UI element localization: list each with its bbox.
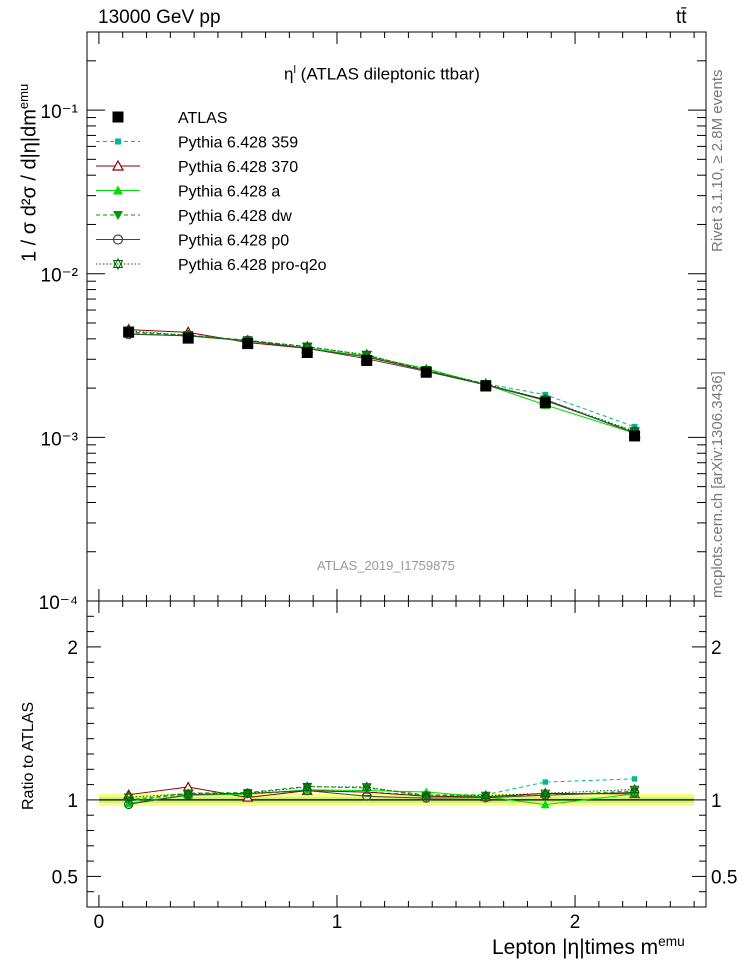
x-tick-label: 2 xyxy=(570,912,581,933)
ratio-line-pythia-6-428-pro-q2o xyxy=(128,786,635,798)
ratio-tick-label-right: 0.5 xyxy=(711,867,737,888)
y-tick-label: 10⁻⁴ xyxy=(39,593,78,614)
point-atlas xyxy=(420,366,432,378)
ratio-plot-frame xyxy=(86,600,707,908)
ratio-line-pythia-6-428-p0 xyxy=(128,790,635,805)
series-line-pythia-6-428-a xyxy=(128,333,635,434)
analysis-reference: ATLAS_2019_I1759875 xyxy=(317,558,455,573)
ratio-point-pythia-6-428-pro-q2o xyxy=(480,789,491,802)
series-line-pythia-6-428-pro-q2o xyxy=(128,330,635,432)
ratio-point-pythia-6-428-a xyxy=(540,800,550,809)
legend-marker-pythia-6-428-p0 xyxy=(112,234,124,245)
x-tick-label: 0 xyxy=(94,912,105,933)
ratio-point-pythia-6-428-359 xyxy=(542,779,548,785)
ratio-point-pythia-6-428-p0 xyxy=(540,790,550,800)
point-atlas xyxy=(539,397,551,409)
x-tick-label: 1 xyxy=(332,912,343,933)
ratio-point-pythia-6-428-pro-q2o xyxy=(540,787,551,799)
ratio-point-pythia-6-428-359 xyxy=(631,776,638,782)
legend-marker-pythia-6-428-pro-q2o xyxy=(112,257,124,271)
ratio-point-pythia-6-428-pro-q2o xyxy=(302,781,313,793)
ratio-point-pythia-6-428-pro-q2o xyxy=(123,791,134,803)
ratio-tick-label-right: 2 xyxy=(711,638,722,659)
ratio-tick-label-right: 1 xyxy=(711,791,722,812)
legend-label-atlas: ATLAS xyxy=(178,110,228,127)
ratio-point-pythia-6-428-p0 xyxy=(421,793,431,803)
ratio-point-pythia-6-428-pro-q2o xyxy=(361,781,372,793)
ratio-tick-label: 1 xyxy=(67,791,78,812)
series-line-pythia-6-428-359 xyxy=(128,332,635,428)
x-axis-label-text: Lepton |η|times m xyxy=(492,936,659,959)
energy-label: 13000 GeV pp xyxy=(98,7,221,28)
point-atlas xyxy=(629,430,641,442)
legend-label-pythia-6-428-p0: Pythia 6.428 p0 xyxy=(178,233,289,250)
ratio-point-pythia-6-428-pro-q2o xyxy=(421,790,432,802)
legend-label-pythia-6-428-dw: Pythia 6.428 dw xyxy=(178,208,292,225)
legend-label-pythia-6-428-a: Pythia 6.428 a xyxy=(178,184,280,201)
y-tick-label: 10⁻³ xyxy=(41,429,79,450)
process-label: tt̄ xyxy=(676,7,687,28)
ratio-point-pythia-6-428-pro-q2o xyxy=(183,788,194,800)
y-tick-label: 10⁻¹ xyxy=(41,102,79,123)
point-atlas xyxy=(182,332,194,344)
y-tick-label: 10⁻² xyxy=(41,266,79,287)
point-atlas xyxy=(480,380,492,392)
legend-marker-pythia-6-428-370 xyxy=(111,159,125,171)
plot-title-prefix: η xyxy=(284,64,294,84)
legend-marker-atlas xyxy=(112,111,124,123)
legend-marker-pythia-6-428-a xyxy=(113,185,123,195)
legend-marker-pythia-6-428-dw xyxy=(113,211,123,220)
legend-marker-pythia-6-428-359 xyxy=(115,138,121,145)
plot-title-sup: l xyxy=(293,64,296,76)
ratio-tick-label: 2 xyxy=(67,638,78,659)
point-atlas xyxy=(242,338,254,350)
x-axis-label-sup: emu xyxy=(658,934,685,949)
ratio-point-pythia-6-428-pro-q2o xyxy=(629,783,640,795)
point-atlas xyxy=(123,326,135,338)
x-axis-label: Lepton |η|times memu xyxy=(492,934,685,960)
ratio-tick-label: 0.5 xyxy=(52,867,78,888)
legend-label-pythia-6-428-370: Pythia 6.428 370 xyxy=(178,159,298,176)
plot-title: ηl (ATLAS dileptonic ttbar) xyxy=(284,64,480,85)
point-atlas xyxy=(361,354,373,366)
legend-label-pythia-6-428-359: Pythia 6.428 359 xyxy=(178,135,298,152)
ratio-point-pythia-6-428-pro-q2o xyxy=(242,787,253,799)
point-atlas xyxy=(301,347,313,359)
series-line-pythia-6-428-dw xyxy=(128,331,635,433)
series-line-pythia-6-428-p0 xyxy=(128,333,635,434)
legend-label-pythia-6-428-pro-q2o: Pythia 6.428 pro-q2o xyxy=(178,257,327,274)
series-line-pythia-6-428-370 xyxy=(128,329,635,434)
plot-title-suffix: (ATLAS dileptonic ttbar) xyxy=(295,64,480,84)
